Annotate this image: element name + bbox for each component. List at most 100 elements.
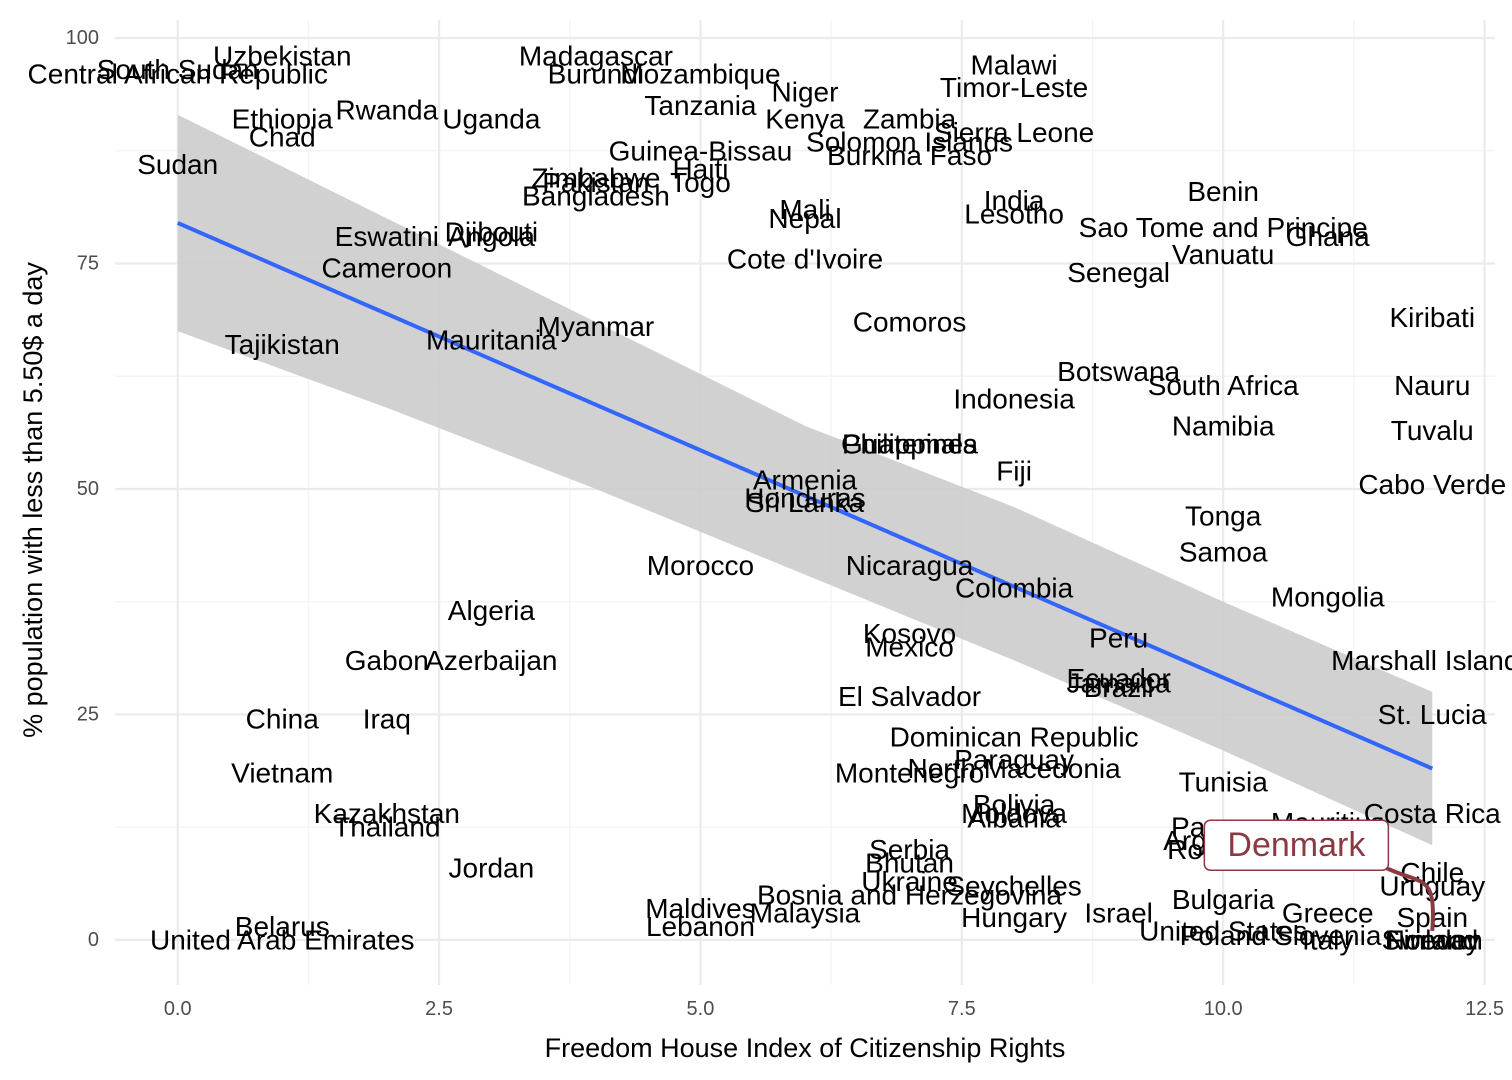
country-label: Fiji <box>996 455 1032 486</box>
country-label: Albania <box>967 803 1061 834</box>
country-label: Kenya <box>765 104 845 135</box>
x-tick-label: 12.5 <box>1465 998 1504 1020</box>
country-label: Cabo Verde <box>1358 469 1506 500</box>
country-label: El Salvador <box>838 681 981 712</box>
country-label: Nicaragua <box>846 550 974 581</box>
country-label: United States <box>1139 915 1307 946</box>
country-label: Solomon Islands <box>806 126 1013 157</box>
y-axis-ticks: 0 25 50 75 100 <box>66 27 99 951</box>
y-tick-label: 100 <box>66 27 99 49</box>
country-label: Ethiopia <box>232 104 334 135</box>
country-label: Philippines <box>842 428 977 459</box>
country-label: Mali <box>779 194 830 225</box>
country-label: Mexico <box>865 631 954 662</box>
country-label: Rwanda <box>335 95 438 126</box>
country-label: Bulgaria <box>1172 884 1275 915</box>
country-label: Haiti <box>672 153 728 184</box>
country-label: Cote d'Ivoire <box>727 243 883 274</box>
minor-gridlines <box>115 20 1495 985</box>
country-label: Israel <box>1084 897 1152 928</box>
country-label: Gabon <box>345 645 429 676</box>
y-tick-label: 50 <box>77 478 99 500</box>
country-label: Niger <box>772 77 839 108</box>
country-label: Azerbaijan <box>425 645 557 676</box>
country-label: Namibia <box>1172 410 1275 441</box>
x-tick-label: 0.0 <box>164 998 192 1020</box>
x-tick-label: 2.5 <box>425 998 453 1020</box>
x-axis-title: Freedom House Index of Citizenship Right… <box>545 1033 1066 1063</box>
country-label: Angola <box>448 221 536 252</box>
country-label: Djibouti <box>445 216 538 247</box>
country-label: Central African Republic <box>28 59 328 90</box>
country-label: Mozambique <box>620 59 780 90</box>
country-label: Ukraine <box>861 866 957 897</box>
country-label: Seychelles <box>946 870 1081 901</box>
country-label: Thailand <box>333 812 440 843</box>
country-label: St. Lucia <box>1378 699 1487 730</box>
country-label: Algeria <box>448 595 536 626</box>
country-label: Morocco <box>647 550 754 581</box>
country-label: Nepal <box>768 203 841 234</box>
country-label: Samoa <box>1179 537 1268 568</box>
country-label: Burundi <box>548 59 645 90</box>
country-label: Jamaica <box>1067 667 1172 698</box>
country-label: South Sudan <box>97 54 259 85</box>
country-label: Eswatini <box>335 221 439 252</box>
country-label: Bangladesh <box>522 180 670 211</box>
country-label: Serbia <box>869 834 950 865</box>
country-label: Vanuatu <box>1172 239 1274 270</box>
country-label: United Arab Emirates <box>150 924 415 955</box>
country-label: Kiribati <box>1389 302 1475 333</box>
country-label: Myanmar <box>538 311 655 342</box>
highlight-denmark: Denmark <box>1203 819 1435 932</box>
country-label: Tonga <box>1185 501 1262 532</box>
x-axis-ticks: 0.0 2.5 5.0 7.5 10.0 12.5 <box>164 998 1504 1020</box>
country-label: Dominican Republic <box>890 721 1139 752</box>
country-label: Guatemala <box>841 428 978 459</box>
country-label: Chile <box>1400 857 1464 888</box>
country-label: Botswana <box>1057 356 1180 387</box>
country-label: Ecuador <box>1066 663 1170 694</box>
country-label: Tajikistan <box>225 329 340 360</box>
country-label: Paraguay <box>954 744 1074 775</box>
country-label: Italy <box>1302 924 1353 955</box>
x-tick-label: 10.0 <box>1204 998 1243 1020</box>
country-label: Sao Tome and Principe <box>1079 212 1368 243</box>
country-label: Malawi <box>971 50 1058 81</box>
country-label: Peru <box>1089 622 1148 653</box>
country-label: Benin <box>1187 176 1259 207</box>
country-label: Guinea-Bissau <box>609 135 793 166</box>
highlight-label-box <box>1203 819 1390 871</box>
y-tick-label: 25 <box>77 703 99 725</box>
highlight-label: Denmark <box>1227 826 1366 864</box>
country-label: Marshall Islands <box>1331 645 1512 676</box>
y-tick-label: 75 <box>77 253 99 275</box>
country-label: Hungary <box>961 902 1067 933</box>
country-label: Brazil <box>1084 672 1154 703</box>
country-label: Slovenia <box>1274 920 1382 951</box>
country-label: Togo <box>670 167 731 198</box>
country-label: Kosovo <box>863 618 956 649</box>
country-label: Bolivia <box>973 789 1056 820</box>
country-label: Colombia <box>955 573 1074 604</box>
x-tick-label: 5.0 <box>687 998 715 1020</box>
country-label: Tunisia <box>1179 767 1269 798</box>
country-label: China <box>246 703 320 734</box>
country-label: Jordan <box>449 852 535 883</box>
country-label: Tanzania <box>644 90 757 121</box>
country-label: Uzbekistan <box>213 41 352 72</box>
country-label: Montenegro <box>835 758 984 789</box>
country-label: Senegal <box>1067 257 1170 288</box>
country-label: Timor-Leste <box>940 72 1088 103</box>
country-label: Sierra Leone <box>934 117 1094 148</box>
country-label: Belarus <box>235 911 330 942</box>
country-label: Armenia <box>753 464 858 495</box>
country-label: Pakistan <box>542 167 649 198</box>
country-label: Sri Lanka <box>746 487 865 518</box>
country-label: Maldives <box>645 893 755 924</box>
country-label: Uganda <box>442 104 541 135</box>
country-label: Zimbabwe <box>531 162 660 193</box>
country-label: Honduras <box>744 482 865 513</box>
